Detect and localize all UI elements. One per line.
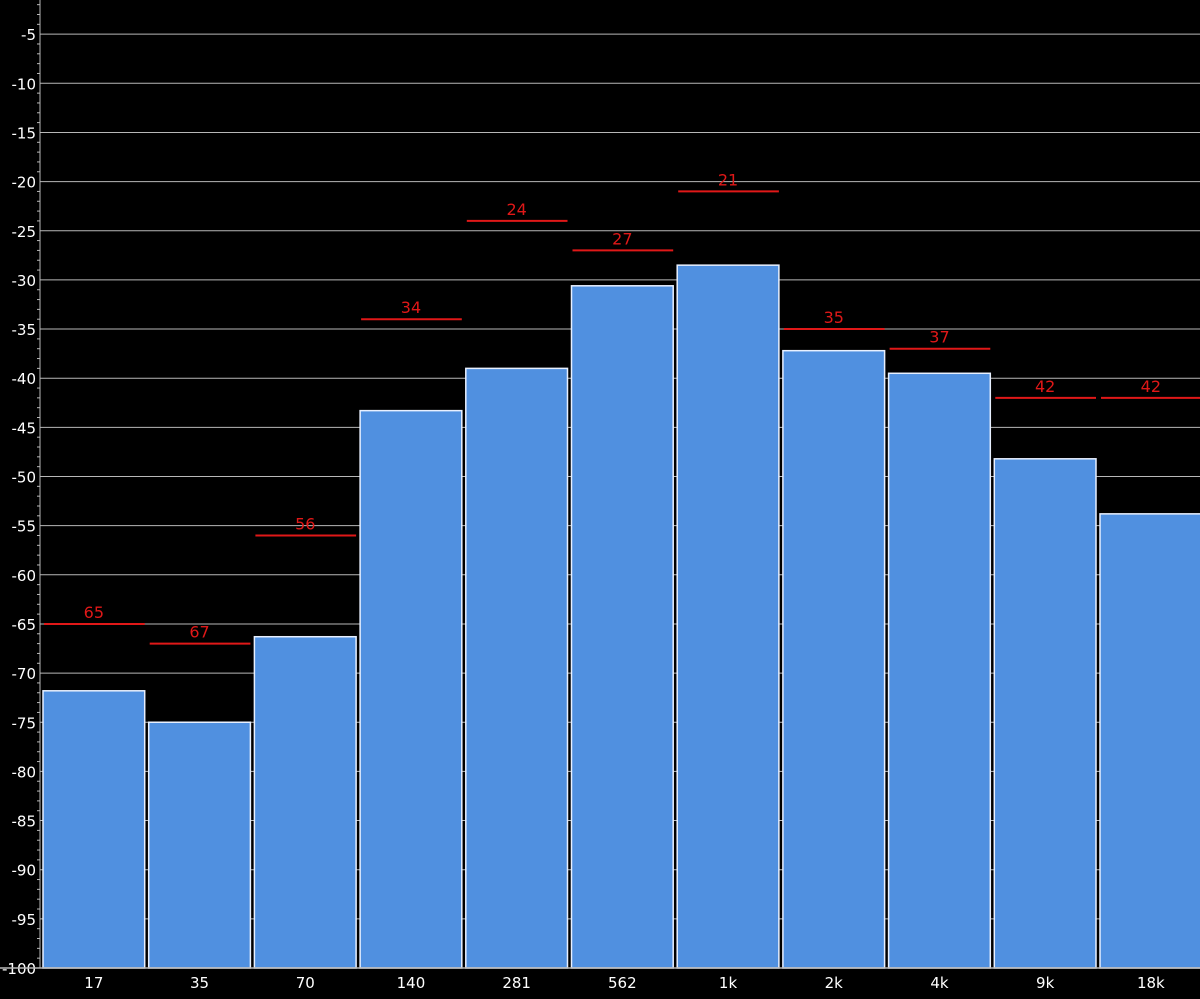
bar-70 [253,635,357,969]
peak-label: 65 [84,603,104,622]
y-tick-label: -70 [12,665,37,683]
x-tick-label: 281 [502,974,531,992]
bar-17 [42,690,146,969]
y-tick-label: -90 [12,862,37,880]
peak-label: 56 [295,514,315,533]
peak-label: 21 [718,170,738,189]
y-tick-label: -95 [12,911,37,929]
y-tick-label: -50 [12,469,37,487]
peak-markers: 65 67 56 34 24 27 21 35 37 42 42 [44,170,1200,645]
bars [42,264,1200,969]
bar-140 [359,409,463,969]
y-tick-label: -75 [12,714,37,732]
bar-562 [570,285,674,969]
peak-label: 34 [401,298,421,317]
x-tick-label: 140 [397,974,426,992]
x-tick-label: 9k [1036,974,1055,992]
peak-label: 37 [929,328,949,347]
y-tick-label: -55 [12,518,37,536]
bar-18k [1099,513,1200,969]
y-tick-label: -100 [2,960,36,978]
y-tick-label: -10 [12,75,37,93]
peak-label: 42 [1035,377,1055,396]
bar-9k [993,458,1097,969]
y-tick-label: -15 [12,124,37,142]
y-tick-label: -35 [12,321,37,339]
peak-label: 24 [506,200,526,219]
y-tick-label: -45 [12,419,37,437]
y-tick-label: -25 [12,223,37,241]
y-tick-label: -30 [12,272,37,290]
x-tick-label: 2k [825,974,844,992]
peak-label: 27 [612,229,632,248]
y-tick-label: -65 [12,616,37,634]
bar-2k [782,349,886,969]
bar-1k [676,264,780,969]
bar-281 [465,367,569,969]
x-tick-label: 35 [190,974,209,992]
y-tick-label: -40 [12,370,37,388]
x-tick-label: 562 [608,974,637,992]
y-tick-label: -20 [12,174,37,192]
bar-4k [887,372,992,969]
x-tick-label: 18k [1137,974,1165,992]
x-tick-label: 4k [930,974,949,992]
bar-35 [147,721,252,969]
peak-label: 42 [1141,377,1161,396]
y-tick-label: -85 [12,813,37,831]
peak-label: 67 [189,623,209,642]
x-tick-label: 70 [296,974,315,992]
x-tick-label: 17 [84,974,103,992]
y-tick-label: -80 [12,763,37,781]
y-tick-label: -60 [12,567,37,585]
x-tick-label: 1k [719,974,738,992]
y-tick-label: -5 [21,26,36,44]
peak-label: 35 [824,308,844,327]
